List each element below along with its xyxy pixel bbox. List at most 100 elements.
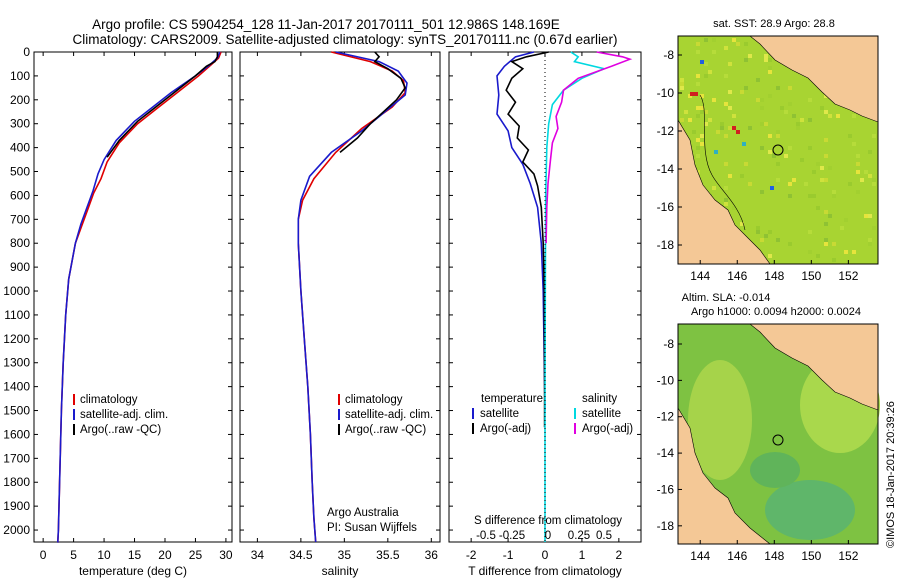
salinity-series-line xyxy=(339,51,407,154)
sst-map-cell xyxy=(712,98,716,102)
sst-map-cell xyxy=(744,86,748,90)
temperature-series-line xyxy=(57,51,221,543)
sst-map-cell xyxy=(764,234,768,238)
sst-map-cell xyxy=(680,118,684,122)
sst-map-cell xyxy=(828,166,832,170)
sst-map-cell xyxy=(868,150,872,154)
sla-map-low-anomaly-center xyxy=(750,452,800,488)
sst-map-cell xyxy=(712,186,716,190)
difference-s-tick-label: 0.25 xyxy=(568,530,590,542)
sst-map-cell xyxy=(840,226,844,230)
sst-map-cell xyxy=(768,66,772,70)
depth-tick-label: 1500 xyxy=(3,404,30,418)
depth-tick-label: 1100 xyxy=(4,308,30,322)
sst-map-cell xyxy=(776,130,780,134)
map-ytick-label: -18 xyxy=(657,519,675,533)
salinity-xtick-label: 35.5 xyxy=(376,548,400,562)
sst-map-cell xyxy=(724,134,728,138)
sst-map-cell xyxy=(712,50,716,54)
sst-map-cell xyxy=(788,86,792,90)
sst-map-cell xyxy=(700,134,704,138)
difference-xtick-label: -1 xyxy=(503,548,514,562)
sst-map-cell xyxy=(868,214,872,218)
salinity-frame xyxy=(239,51,441,543)
sst-map-cell xyxy=(732,206,736,210)
sst-map-frame xyxy=(677,35,879,265)
temperature-xtick-label: 30 xyxy=(219,548,233,562)
salinity-xlabel: salinity xyxy=(322,564,359,578)
sst-map-cell xyxy=(704,74,708,78)
sst-map-cell xyxy=(728,106,732,110)
sst-map-anomaly-cell xyxy=(690,92,694,96)
sst-map-cell xyxy=(700,110,704,114)
depth-tick-label: 900 xyxy=(10,260,30,274)
sst-map-cell xyxy=(800,158,804,162)
sst-map-cell xyxy=(720,126,724,130)
sst-map-cell xyxy=(708,118,712,122)
depth-tick-label: 700 xyxy=(10,212,30,226)
difference-s-tick-label: 0 xyxy=(545,530,551,542)
sst-map-anomaly-cell xyxy=(714,150,718,154)
sst-map-cell xyxy=(696,146,700,150)
difference-series-line xyxy=(544,51,607,542)
sst-map-cell xyxy=(692,130,696,134)
map-ytick-label: -8 xyxy=(663,337,674,351)
map-ytick-label: -16 xyxy=(657,200,675,214)
map-xtick-label: 152 xyxy=(838,269,858,283)
sst-map-cell xyxy=(768,58,772,62)
sst-map-cell xyxy=(824,210,828,214)
sst-map-cell xyxy=(848,134,852,138)
difference-legend-title-s: salinity xyxy=(582,393,617,405)
sst-map-cell xyxy=(700,106,704,110)
sst-map-axes: 144 146 148 150 152 -8 -10 -12 -14 -16 -18 xyxy=(657,48,859,283)
sst-map-cell xyxy=(680,86,684,90)
sst-map-cell xyxy=(724,198,728,202)
map-xtick-label: 146 xyxy=(727,269,747,283)
sst-map-anomaly-cell xyxy=(732,126,736,130)
depth-tick-label: 1700 xyxy=(3,451,30,465)
sst-map-cell xyxy=(820,178,824,182)
difference-legend-label-s: Argo(-adj) xyxy=(582,423,633,435)
sst-map-cell xyxy=(864,170,868,174)
sst-map-cell xyxy=(704,122,708,126)
sst-map-cell xyxy=(788,182,792,186)
map-xtick-label: 152 xyxy=(838,549,858,563)
difference-xtick-label: -2 xyxy=(466,548,477,562)
sst-map-cell xyxy=(768,230,772,234)
sst-map-cell xyxy=(776,162,780,166)
map-ytick-label: -12 xyxy=(657,410,675,424)
depth-tick-label: 400 xyxy=(10,141,30,155)
sst-map-cell xyxy=(680,78,684,82)
temperature-frame xyxy=(33,51,233,543)
sst-map-cell xyxy=(844,218,848,222)
sst-map-cell xyxy=(844,250,848,254)
sla-map-title1: Altim. SLA: -0.014 xyxy=(682,292,771,304)
salinity-annotation-line1: Argo Australia xyxy=(327,507,399,519)
salinity-series-line xyxy=(297,51,407,543)
figure-title-line1: Argo profile: CS 5904254_128 11-Jan-2017… xyxy=(92,17,560,32)
difference-s-tick-label: -0.5 xyxy=(476,530,496,542)
sla-map-frame xyxy=(677,323,879,545)
depth-tick-label: 1300 xyxy=(3,356,30,370)
sst-map-cell xyxy=(856,162,860,166)
temperature-xtick-label: 15 xyxy=(128,548,142,562)
sst-map-cell xyxy=(860,178,864,182)
sst-map-cell xyxy=(828,214,832,218)
sst-map-cell xyxy=(776,86,780,90)
sst-map-cell xyxy=(788,242,792,246)
sst-map-cell xyxy=(776,178,780,182)
sst-map-cell xyxy=(824,222,828,226)
sst-map-cell xyxy=(732,38,736,42)
sst-map-cell xyxy=(716,130,720,134)
sst-map-cell xyxy=(748,54,752,58)
sst-map-cell xyxy=(756,226,760,230)
sst-map-cell xyxy=(696,74,700,78)
sst-map-cell xyxy=(872,182,876,186)
sst-map-cell xyxy=(756,230,760,234)
sst-map-cell xyxy=(764,54,768,58)
sst-map-cell xyxy=(764,122,768,126)
salinity-xtick-label: 34 xyxy=(251,548,265,562)
sst-map-cell xyxy=(744,58,748,62)
sst-map-cell xyxy=(780,106,784,110)
